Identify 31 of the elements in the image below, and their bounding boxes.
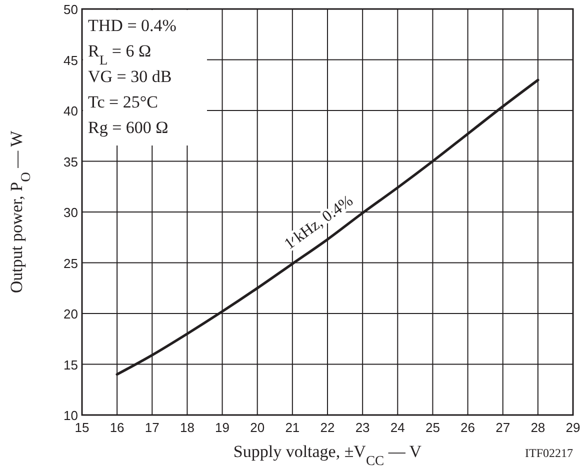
annotation: Rg = 600 Ω <box>88 118 168 137</box>
y-tick-label: 30 <box>64 205 78 220</box>
x-tick-label: 19 <box>215 420 230 435</box>
annotation: VG = 30 dB <box>88 67 172 86</box>
y-tick-label: 15 <box>64 357 78 372</box>
y-tick-label: 40 <box>64 104 78 118</box>
y-tick-label: 45 <box>64 52 78 68</box>
x-tick-label: 21 <box>285 420 300 435</box>
y-tick-label: 50 <box>64 2 78 17</box>
x-tick-label: 16 <box>110 420 124 435</box>
x-axis-title: Supply voltage, ±V$_{CC}$ — V <box>233 442 422 468</box>
x-tick-label: 18 <box>180 420 194 435</box>
x-tick-label: 23 <box>355 420 370 435</box>
y-tick-label: 25 <box>64 256 78 271</box>
x-tick-label: 20 <box>250 420 265 435</box>
annotation: THD = 0.4% <box>88 16 176 35</box>
x-tick-label: 28 <box>530 420 546 435</box>
x-tick-label: 15 <box>74 420 90 435</box>
x-tick-label: 17 <box>144 420 160 435</box>
x-tick-label: 27 <box>496 420 510 435</box>
y-tick-label: 10 <box>64 408 78 423</box>
x-tick-label: 29 <box>566 420 580 435</box>
x-tick-label: 25 <box>425 420 440 435</box>
x-tick-label: 26 <box>460 420 476 435</box>
annotation: R$_{L}$ = 6 Ω <box>88 42 152 67</box>
y-tick-label: 20 <box>64 306 78 322</box>
annotation: Tc = 25°C <box>88 92 158 112</box>
x-tick-label: 22 <box>320 420 335 435</box>
x-tick-label: 24 <box>390 420 405 435</box>
y-tick-label: 35 <box>64 154 78 170</box>
text: ITF02217 <box>525 446 573 460</box>
